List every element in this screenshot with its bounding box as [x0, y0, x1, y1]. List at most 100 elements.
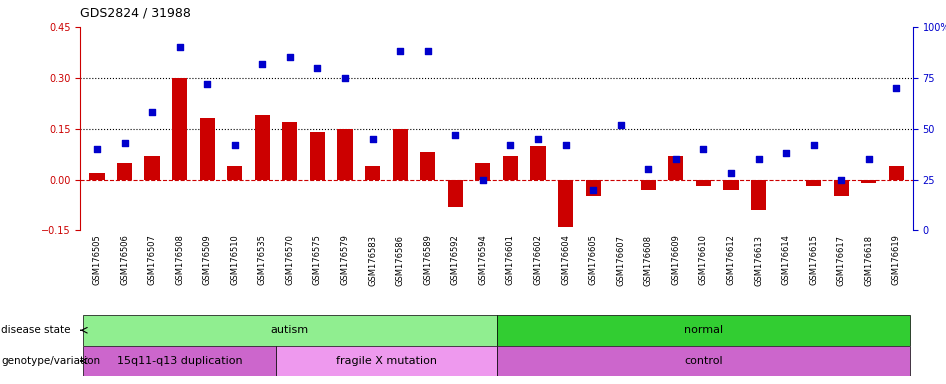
- Bar: [696, 180, 711, 186]
- Bar: [420, 152, 435, 180]
- Bar: [503, 156, 518, 180]
- Point: [254, 60, 270, 66]
- Bar: [117, 162, 132, 180]
- Point: [227, 142, 242, 148]
- Bar: [531, 146, 546, 180]
- Bar: [145, 156, 160, 180]
- Text: GSM176607: GSM176607: [616, 235, 625, 286]
- Point: [365, 136, 380, 142]
- Bar: [751, 180, 766, 210]
- Text: GSM176605: GSM176605: [588, 235, 598, 285]
- Bar: [172, 78, 187, 180]
- Point: [779, 150, 794, 156]
- Text: 15q11-q13 duplication: 15q11-q13 duplication: [117, 356, 242, 366]
- Point: [696, 146, 711, 152]
- Text: GSM176509: GSM176509: [202, 235, 212, 285]
- Text: GSM176583: GSM176583: [368, 235, 377, 286]
- Point: [861, 156, 876, 162]
- Text: GSM176589: GSM176589: [423, 235, 432, 285]
- Point: [751, 156, 766, 162]
- Text: GSM176614: GSM176614: [781, 235, 791, 285]
- Text: GSM176508: GSM176508: [175, 235, 184, 285]
- Text: GSM176610: GSM176610: [699, 235, 708, 285]
- Bar: [227, 166, 242, 180]
- Bar: [254, 115, 270, 180]
- Text: GSM176594: GSM176594: [479, 235, 487, 285]
- Text: GSM176619: GSM176619: [892, 235, 901, 285]
- Text: GSM176505: GSM176505: [93, 235, 101, 285]
- Bar: [497, 346, 910, 376]
- Text: GSM176586: GSM176586: [395, 235, 405, 286]
- Point: [338, 74, 353, 81]
- Point: [393, 48, 408, 55]
- Point: [613, 121, 628, 127]
- Text: control: control: [684, 356, 723, 366]
- Bar: [365, 166, 380, 180]
- Text: GDS2824 / 31988: GDS2824 / 31988: [80, 6, 191, 19]
- Text: GSM176535: GSM176535: [258, 235, 267, 285]
- Text: GSM176510: GSM176510: [230, 235, 239, 285]
- Bar: [833, 180, 849, 197]
- Point: [503, 142, 518, 148]
- Text: GSM176612: GSM176612: [727, 235, 735, 285]
- Point: [724, 170, 739, 177]
- Point: [145, 109, 160, 116]
- Bar: [668, 156, 683, 180]
- Bar: [497, 315, 910, 346]
- Bar: [200, 118, 215, 180]
- Text: GSM176601: GSM176601: [506, 235, 515, 285]
- Point: [200, 81, 215, 87]
- Point: [640, 166, 656, 172]
- Bar: [558, 180, 573, 227]
- Bar: [310, 132, 325, 180]
- Bar: [640, 180, 656, 190]
- Point: [806, 142, 821, 148]
- Point: [586, 187, 601, 193]
- Text: fragile X mutation: fragile X mutation: [336, 356, 437, 366]
- Point: [833, 177, 849, 183]
- Text: GSM176570: GSM176570: [286, 235, 294, 285]
- Bar: [475, 162, 490, 180]
- Bar: [89, 173, 104, 180]
- Text: GSM176613: GSM176613: [754, 235, 763, 286]
- Bar: [447, 180, 463, 207]
- Bar: [586, 180, 601, 197]
- Text: genotype/variation: genotype/variation: [1, 356, 100, 366]
- Text: GSM176608: GSM176608: [644, 235, 653, 286]
- Bar: [338, 129, 353, 180]
- Point: [558, 142, 573, 148]
- Point: [475, 177, 490, 183]
- Text: normal: normal: [684, 325, 723, 335]
- Text: GSM176602: GSM176602: [534, 235, 542, 285]
- Point: [282, 55, 297, 61]
- Text: GSM176592: GSM176592: [451, 235, 460, 285]
- Text: GSM176604: GSM176604: [561, 235, 570, 285]
- Bar: [724, 180, 739, 190]
- Bar: [83, 315, 497, 346]
- Point: [89, 146, 104, 152]
- Point: [889, 85, 904, 91]
- Point: [531, 136, 546, 142]
- Point: [310, 65, 325, 71]
- Point: [117, 140, 132, 146]
- Text: GSM176615: GSM176615: [809, 235, 818, 285]
- Text: GSM176579: GSM176579: [341, 235, 349, 285]
- Point: [420, 48, 435, 55]
- Bar: [393, 129, 408, 180]
- Bar: [276, 346, 497, 376]
- Bar: [83, 346, 276, 376]
- Bar: [889, 166, 904, 180]
- Text: disease state: disease state: [1, 325, 70, 335]
- Point: [447, 132, 463, 138]
- Text: GSM176618: GSM176618: [865, 235, 873, 286]
- Text: GSM176507: GSM176507: [148, 235, 157, 285]
- Point: [668, 156, 683, 162]
- Bar: [806, 180, 821, 186]
- Point: [172, 44, 187, 50]
- Text: autism: autism: [271, 325, 309, 335]
- Bar: [282, 122, 297, 180]
- Text: GSM176575: GSM176575: [313, 235, 322, 285]
- Text: GSM176506: GSM176506: [120, 235, 129, 285]
- Text: GSM176609: GSM176609: [672, 235, 680, 285]
- Bar: [861, 180, 876, 183]
